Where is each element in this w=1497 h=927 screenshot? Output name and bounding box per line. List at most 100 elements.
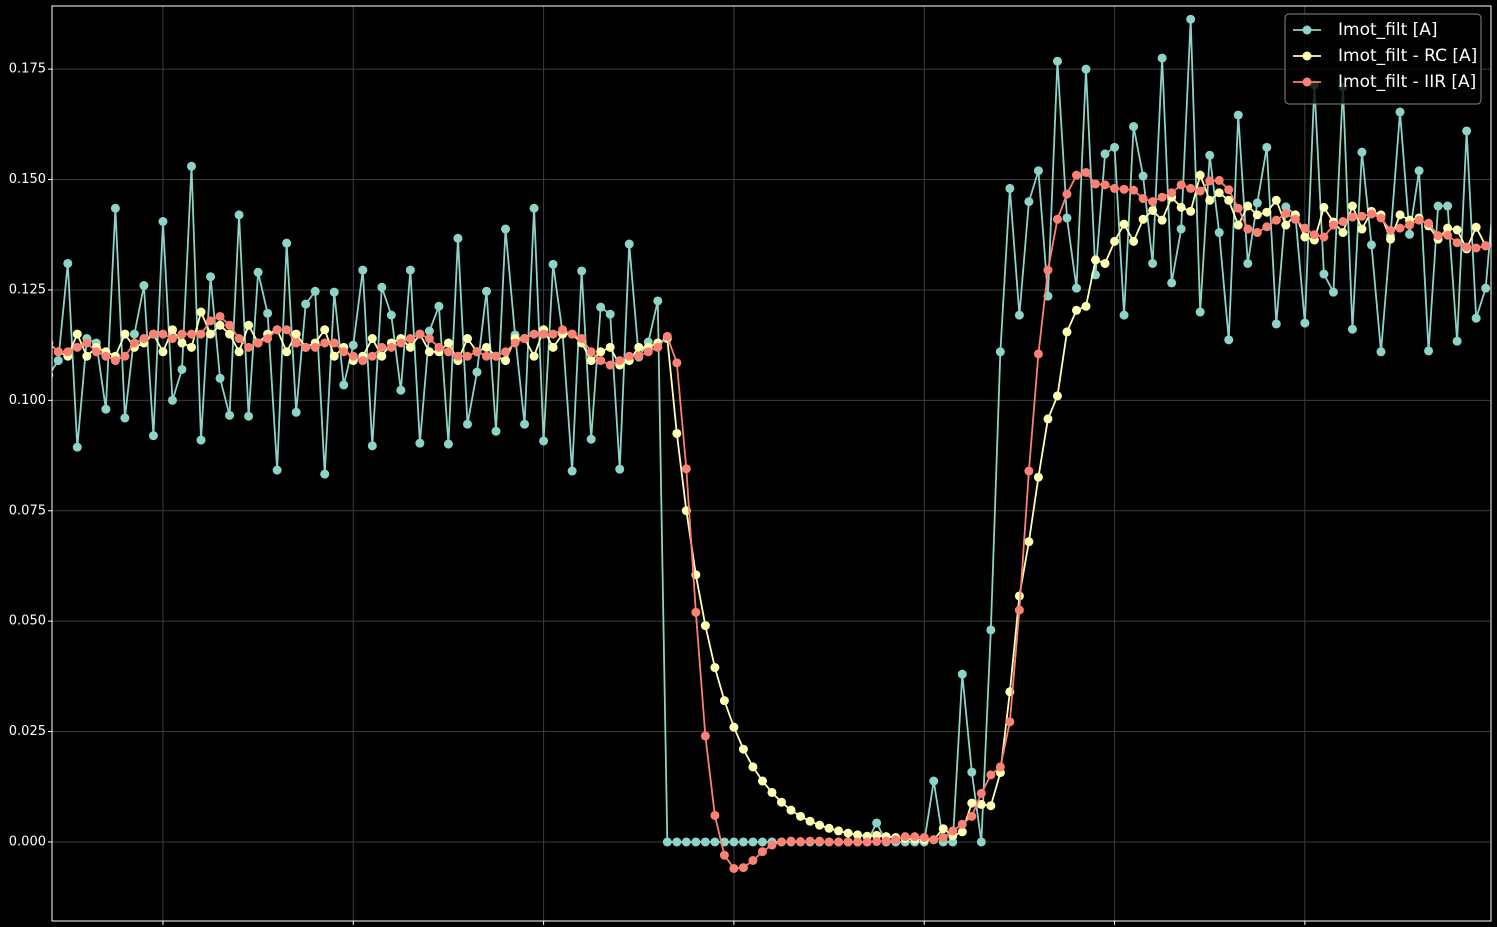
- data-point: [1186, 14, 1196, 24]
- data-point: [1052, 56, 1062, 66]
- data-point: [1081, 167, 1091, 177]
- y-tick-label: 0.175: [9, 62, 46, 77]
- data-point: [225, 410, 235, 420]
- data-point: [767, 840, 777, 850]
- data-point: [310, 342, 320, 352]
- data-point: [1052, 214, 1062, 224]
- data-point: [1014, 310, 1024, 320]
- data-point: [843, 837, 853, 847]
- data-point: [234, 210, 244, 220]
- data-point: [1452, 238, 1462, 248]
- data-point: [1014, 591, 1024, 601]
- data-point: [415, 329, 425, 339]
- data-point: [548, 342, 558, 352]
- data-point: [824, 823, 834, 833]
- data-point: [948, 837, 958, 847]
- data-point: [872, 830, 882, 840]
- data-point: [1214, 228, 1224, 238]
- data-point: [424, 326, 434, 336]
- data-point: [910, 832, 920, 842]
- data-point: [1033, 349, 1043, 359]
- data-point: [1243, 224, 1253, 234]
- data-point: [615, 464, 625, 474]
- data-point: [1214, 175, 1224, 185]
- data-point: [510, 338, 520, 348]
- data-point: [929, 835, 939, 845]
- data-point: [986, 770, 996, 780]
- data-point: [491, 351, 501, 361]
- data-point: [405, 334, 415, 344]
- data-point: [1452, 336, 1462, 346]
- data-point: [206, 316, 216, 326]
- data-point: [691, 837, 701, 847]
- data-point: [1347, 212, 1357, 222]
- data-point: [329, 287, 339, 297]
- y-tick-label: 0.150: [9, 172, 46, 187]
- data-point: [348, 340, 358, 350]
- data-point: [253, 338, 263, 348]
- data-point: [443, 347, 453, 357]
- data-point: [1110, 142, 1120, 152]
- data-point: [139, 281, 149, 291]
- data-point: [1357, 211, 1367, 221]
- data-point: [72, 342, 82, 352]
- data-point: [719, 850, 729, 860]
- data-point: [405, 265, 415, 275]
- data-point: [187, 329, 197, 339]
- data-point: [282, 347, 292, 357]
- data-point: [472, 347, 482, 357]
- data-point: [1262, 222, 1272, 232]
- data-point: [72, 329, 82, 339]
- data-point: [1328, 287, 1338, 297]
- data-point: [834, 826, 844, 836]
- data-point: [329, 338, 339, 348]
- data-point: [748, 762, 758, 772]
- data-point: [167, 395, 177, 405]
- data-point: [643, 347, 653, 357]
- legend: Imot_filt [A] Imot_filt - RC [A] Imot_filt…: [1284, 13, 1482, 105]
- legend-label: Imot_filt [A]: [1338, 20, 1438, 40]
- data-point: [605, 360, 615, 370]
- data-point: [1443, 223, 1453, 233]
- data-point: [710, 810, 720, 820]
- data-point: [1052, 391, 1062, 401]
- data-point: [120, 351, 130, 361]
- data-point: [272, 465, 282, 475]
- data-point: [282, 238, 292, 248]
- legend-marker: [1302, 77, 1312, 87]
- legend-marker: [1302, 25, 1312, 35]
- y-tick-label: 0.050: [9, 614, 46, 629]
- data-point: [558, 325, 568, 335]
- legend-box: [1284, 13, 1482, 105]
- data-point: [596, 347, 606, 357]
- data-point: [148, 431, 158, 441]
- data-point: [520, 419, 530, 429]
- data-point: [1262, 207, 1272, 217]
- data-point: [1005, 717, 1015, 727]
- data-point: [605, 342, 615, 352]
- data-point: [1319, 202, 1329, 212]
- data-point: [1347, 324, 1357, 334]
- data-point: [710, 663, 720, 673]
- data-point: [215, 373, 225, 383]
- data-point: [206, 329, 216, 339]
- data-point: [577, 266, 587, 276]
- data-point: [1091, 255, 1101, 265]
- data-point: [1195, 186, 1205, 196]
- data-point: [110, 203, 120, 213]
- data-point: [263, 334, 273, 344]
- data-point: [805, 836, 815, 846]
- data-point: [244, 320, 254, 330]
- data-point: [834, 837, 844, 847]
- data-point: [462, 351, 472, 361]
- data-point: [567, 329, 577, 339]
- data-point: [320, 469, 330, 479]
- data-point: [691, 607, 701, 617]
- data-point: [225, 329, 235, 339]
- data-point: [253, 267, 263, 277]
- data-point: [386, 342, 396, 352]
- data-point: [1471, 243, 1481, 253]
- legend-label: Imot_filt - RC [A]: [1338, 46, 1477, 66]
- data-point: [748, 856, 758, 866]
- data-point: [386, 310, 396, 320]
